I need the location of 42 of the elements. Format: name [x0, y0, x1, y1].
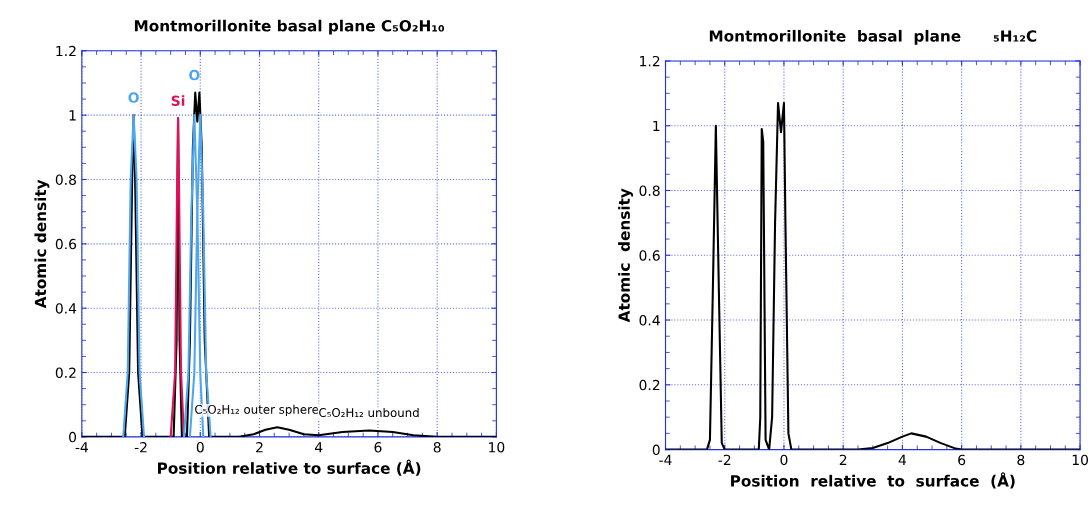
series-label: Si	[171, 95, 185, 107]
x-tick-label: -2	[134, 441, 147, 453]
x-tick-label: 8	[1017, 454, 1025, 466]
x-tick-label: 2	[256, 441, 263, 453]
x-tick-label: -2	[718, 454, 731, 465]
y-tick-label: 1	[653, 120, 660, 132]
x-tick-label: -4	[659, 454, 672, 465]
chart-title: Montmorillonite basal plane C₅O₂H₁₀	[134, 19, 445, 35]
x-tick-label: 0	[780, 454, 788, 466]
y-tick-label: 0.4	[639, 315, 660, 326]
line-series	[122, 114, 146, 437]
y-tick-label: 0.6	[55, 238, 77, 250]
x-tick-label: 10	[489, 441, 505, 453]
y-tick-label: 0.2	[55, 367, 76, 379]
y-tick-label: 0.2	[639, 379, 660, 391]
x-tick-label: 0	[196, 441, 204, 453]
x-axis-title: Position relative to surface (Å)	[731, 472, 1015, 489]
y-tick-label: 0.8	[55, 174, 77, 185]
y-tick-label: 1.2	[56, 45, 76, 57]
y-tick-label: 1	[69, 110, 76, 121]
y-tick-label: 0	[69, 431, 77, 443]
x-axis-title: Position relative to surface (Å)	[158, 459, 421, 476]
y-axis-title: Atomic density	[618, 188, 634, 323]
y-tick-label: 0.8	[639, 185, 660, 196]
x-tick-label: 8	[433, 441, 441, 453]
x-tick-label: 4	[898, 454, 907, 465]
line-series	[169, 117, 186, 437]
x-tick-label: 6	[958, 454, 966, 466]
x-tick-label: 6	[374, 441, 382, 453]
y-tick-label: 0.6	[639, 250, 660, 261]
x-tick-label: -4	[75, 442, 88, 453]
text: O	[189, 69, 200, 81]
y-axis-title: Atomic density	[34, 179, 50, 309]
series-label: O	[128, 92, 139, 103]
y-tick-label: 0.4	[55, 303, 77, 314]
annotation: C₅O₂H₁₂ outer sphere	[195, 404, 319, 417]
x-tick-label: 4	[314, 442, 323, 453]
y-tick-label: 1.2	[640, 55, 660, 67]
x-tick-label: 10	[1072, 454, 1088, 466]
chart-title: Montmorillonite basal plane ₅H₁₂C	[709, 29, 1037, 45]
annotation: C₅O₂H₁₂ unbound	[319, 407, 419, 418]
x-tick-label: 2	[839, 454, 847, 465]
